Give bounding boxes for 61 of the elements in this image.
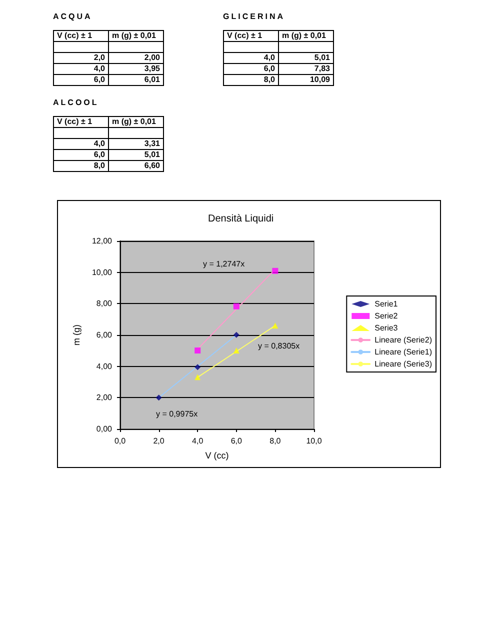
point — [233, 332, 240, 338]
point — [233, 348, 240, 354]
x-tick-label: 8,0 — [270, 436, 282, 446]
text: ALCOOL — [53, 98, 100, 109]
text: 7,83 — [278, 64, 334, 74]
y-tick-label: 0,00 — [96, 424, 113, 434]
text: 4,0 — [54, 138, 108, 150]
x-tick-label: 0,0 — [114, 436, 126, 446]
text: 5,01 — [108, 150, 164, 160]
text: ACQUA — [53, 12, 94, 23]
text: 6,0 — [54, 74, 108, 86]
text: GLICERINA — [223, 12, 286, 23]
text: 4,0 — [224, 52, 278, 64]
text: 2,00 — [108, 52, 164, 64]
point — [272, 322, 278, 329]
y-axis-title: m (g) — [72, 324, 82, 346]
text: m (g) ± 0,01 — [108, 116, 164, 128]
point — [194, 364, 201, 370]
point — [233, 303, 240, 310]
annotation: y = 0,8305x — [258, 342, 300, 350]
annotation: y = 0,9975x — [156, 410, 198, 418]
x-tick-label: 6,0 — [230, 436, 243, 446]
text: V (cc) ± 1 — [54, 116, 108, 128]
text: 4,0 — [54, 64, 108, 74]
legend-label: Serie1 — [374, 300, 398, 308]
x-axis-title: V (cc) — [205, 450, 229, 460]
text: 8,0 — [54, 160, 108, 172]
legend-label: Lineare (Serie1) — [374, 348, 432, 356]
x-tick-label: 2,0 — [153, 436, 165, 446]
y-tick-label: 6,00 — [96, 330, 113, 340]
point — [194, 348, 201, 354]
x-tick-label: 4,0 — [192, 436, 204, 446]
point — [272, 268, 278, 274]
text: 8,0 — [224, 74, 278, 86]
text: 6,0 — [224, 64, 278, 74]
y-tick-label: 2,00 — [96, 393, 113, 402]
legend-label: Serie3 — [374, 324, 398, 332]
text: 6,60 — [108, 160, 164, 172]
x-tick-label: 10,0 — [306, 436, 322, 446]
chart-title: Densità Liquidi — [208, 214, 274, 224]
y-tick-label: 10,00 — [92, 268, 113, 277]
text: 3,31 — [108, 138, 164, 150]
text: V (cc) ± 1 — [54, 30, 108, 42]
legend-label: Lineare (Serie3) — [374, 360, 432, 368]
text: V (cc) ± 1 — [224, 30, 278, 42]
text: m (g) ± 0,01 — [278, 30, 334, 42]
point — [156, 394, 162, 401]
text: m (g) ± 0,01 — [108, 30, 164, 42]
text: 5,01 — [278, 52, 334, 64]
annotation: y = 1,2747x — [203, 260, 245, 268]
y-tick-label: 4,00 — [96, 362, 113, 371]
text: 10,09 — [278, 74, 334, 86]
legend-label: Serie2 — [374, 312, 398, 320]
point — [194, 374, 201, 380]
text: 6,0 — [54, 150, 108, 160]
text: 6,01 — [108, 74, 164, 86]
legend-label: Lineare (Serie2) — [374, 336, 432, 344]
y-tick-label: 12,00 — [92, 236, 113, 246]
text: 3,95 — [108, 64, 164, 74]
text: 2,0 — [54, 52, 108, 64]
y-tick-label: 8,00 — [96, 299, 113, 308]
